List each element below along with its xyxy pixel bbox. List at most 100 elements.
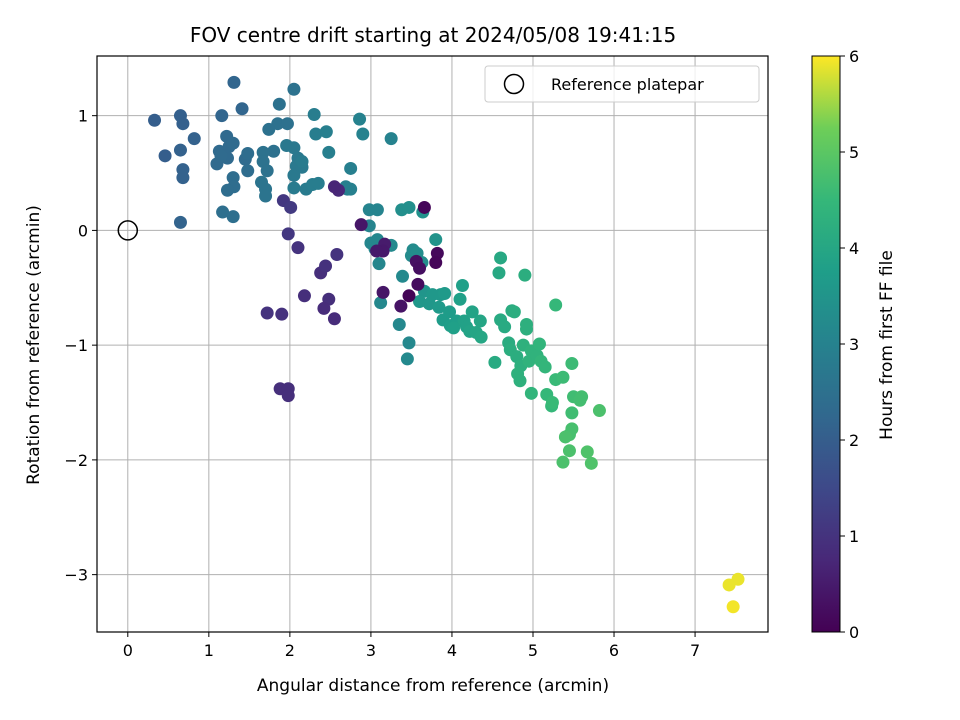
chart-title: FOV centre drift starting at 2024/05/08 … (190, 23, 676, 47)
data-point (429, 233, 443, 247)
data-point (518, 268, 532, 282)
data-point (556, 370, 570, 384)
data-point (438, 287, 452, 301)
colorbar-tick-label: 1 (849, 527, 859, 546)
data-point (297, 289, 311, 303)
data-point (429, 256, 443, 270)
data-point (507, 305, 521, 319)
legend-entry-reference: Reference platepar (551, 75, 704, 94)
x-axis-label: Angular distance from reference (arcmin) (257, 676, 609, 696)
x-tick-label: 2 (285, 641, 295, 660)
data-point (176, 171, 190, 185)
data-point (584, 456, 598, 470)
data-point (370, 203, 384, 217)
data-point (558, 430, 572, 444)
data-point (216, 205, 230, 219)
data-point (580, 445, 594, 459)
data-point (413, 295, 427, 309)
y-tick-label: 0 (78, 221, 88, 240)
data-point (344, 161, 358, 175)
plot-frame (96, 55, 769, 633)
data-point (372, 257, 386, 271)
y-tick-label: 1 (78, 107, 88, 126)
data-point (241, 164, 255, 178)
data-point (402, 200, 416, 214)
data-point (354, 218, 368, 232)
data-point (488, 355, 502, 369)
data-point (465, 305, 479, 319)
x-axis-ticks: 0 1 2 3 4 5 6 7 (123, 632, 700, 660)
x-tick-label: 3 (366, 641, 376, 660)
data-point (319, 125, 333, 139)
colorbar-tick-label: 6 (849, 47, 859, 66)
data-point (524, 386, 538, 400)
data-point (187, 132, 201, 146)
data-point (267, 144, 281, 158)
data-point (148, 113, 162, 127)
colorbar-tick-label: 3 (849, 335, 859, 354)
data-point (220, 183, 234, 197)
data-point (227, 75, 241, 89)
data-point (545, 396, 559, 410)
data-point (319, 259, 333, 273)
y-axis-ticks: −3 −2 −1 0 1 (64, 107, 97, 585)
colorbar-tick-label: 5 (849, 143, 859, 162)
data-point (284, 200, 298, 214)
data-point (275, 307, 289, 321)
data-point (287, 82, 301, 96)
data-point (384, 132, 398, 146)
data-point (295, 155, 309, 169)
data-point (402, 336, 416, 350)
colorbar-gradient (811, 55, 841, 633)
data-point (317, 301, 331, 315)
data-point (394, 299, 408, 313)
legend-box (484, 65, 760, 103)
data-point (291, 241, 305, 255)
data-point (473, 314, 487, 328)
legend: Reference platepar (484, 65, 760, 103)
data-point (726, 600, 740, 614)
x-tick-label: 5 (528, 641, 538, 660)
data-point (447, 321, 461, 335)
data-point (281, 227, 295, 241)
data-point (453, 292, 467, 306)
data-point (330, 248, 344, 262)
colorbar: 0 1 2 3 4 5 6 Hours from first FF file (811, 47, 897, 642)
data-point (327, 180, 341, 194)
colorbar-label: Hours from first FF file (877, 250, 897, 440)
y-tick-label: −1 (64, 336, 88, 355)
data-point (400, 352, 414, 366)
data-point (259, 189, 273, 203)
data-point (176, 117, 190, 131)
data-point (413, 261, 427, 275)
data-point (214, 149, 228, 163)
data-point (549, 298, 563, 312)
data-point (256, 145, 270, 159)
colorbar-ticks: 0 1 2 3 4 5 6 (840, 47, 859, 642)
data-point (272, 97, 286, 111)
data-point (215, 109, 229, 123)
data-point (562, 444, 576, 458)
data-point (556, 455, 570, 469)
x-tick-label: 4 (447, 641, 457, 660)
data-point (311, 176, 325, 190)
data-point (287, 168, 301, 182)
colorbar-tick-label: 2 (849, 431, 859, 450)
legend-reference-marker (503, 73, 525, 95)
data-point (722, 578, 736, 592)
x-tick-label: 0 (123, 641, 133, 660)
data-point (235, 102, 249, 116)
y-tick-label: −3 (64, 566, 88, 585)
data-point (538, 360, 552, 374)
data-point (402, 289, 416, 303)
data-point (287, 181, 301, 195)
y-axis-label: Rotation from reference (arcmin) (24, 205, 44, 485)
data-point (575, 390, 589, 404)
reference-platepar-marker (117, 220, 139, 241)
data-point (309, 127, 323, 141)
data-point (260, 306, 274, 320)
data-point (443, 305, 457, 319)
data-point (592, 404, 606, 418)
data-point (262, 122, 276, 136)
